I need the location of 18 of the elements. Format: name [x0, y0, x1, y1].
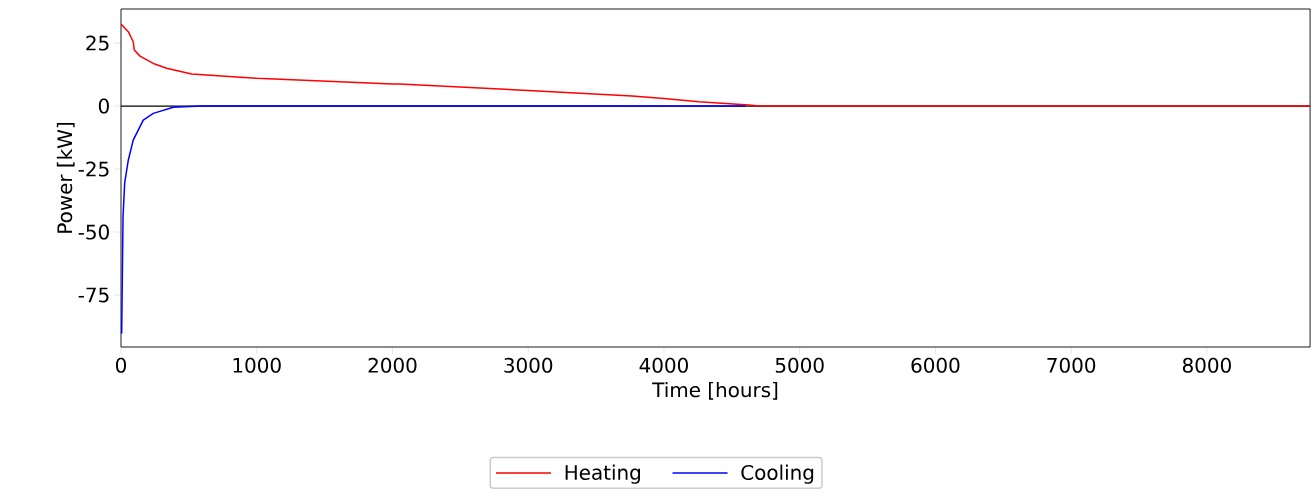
- x-axis-title: Time [hours]: [652, 381, 778, 400]
- x-tick-label: 1000: [233, 357, 281, 373]
- x-tick-label: 5000: [775, 357, 824, 373]
- y-tick-label: -75: [78, 287, 109, 303]
- x-tick-label: 6000: [911, 357, 960, 373]
- legend-label: Cooling: [741, 464, 814, 484]
- legend-label: Heating: [565, 464, 640, 484]
- y-tick-label: 0: [98, 98, 109, 114]
- y-tick-label: -25: [78, 161, 109, 177]
- y-tick-label: 25: [86, 35, 109, 51]
- x-tick-label: 7000: [1047, 357, 1096, 373]
- x-tick-label: 4000: [639, 357, 688, 373]
- x-tick-label: 2000: [368, 357, 417, 373]
- y-tick-label: -50: [78, 224, 109, 240]
- x-tick-label: 3000: [504, 357, 553, 373]
- x-tick-label: 8000: [1182, 357, 1231, 373]
- y-axis-title: Power [kW]: [56, 123, 75, 233]
- x-tick-label: 0: [115, 357, 127, 373]
